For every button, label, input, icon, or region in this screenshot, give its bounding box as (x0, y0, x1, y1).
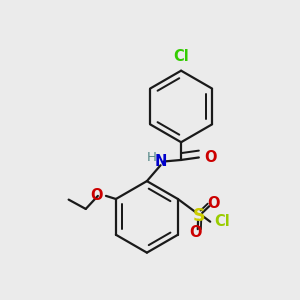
Text: O: O (189, 225, 202, 240)
Text: O: O (207, 196, 219, 211)
Text: Cl: Cl (214, 214, 230, 229)
Text: N: N (154, 154, 167, 169)
Text: H: H (147, 151, 157, 164)
Text: O: O (90, 188, 103, 203)
Text: O: O (204, 150, 217, 165)
Text: Cl: Cl (173, 49, 189, 64)
Text: S: S (193, 207, 205, 225)
